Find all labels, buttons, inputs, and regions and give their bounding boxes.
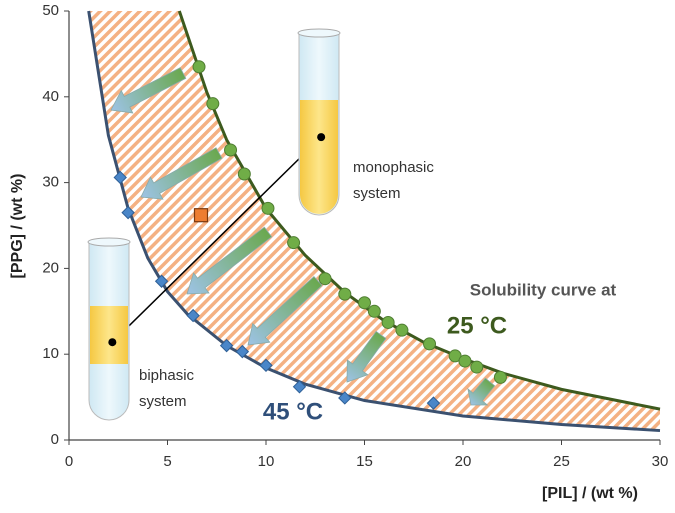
x-tick-label: 30 bbox=[652, 453, 669, 470]
point bbox=[367, 304, 381, 318]
annotation: system bbox=[353, 185, 401, 202]
x-tick-label: 25 bbox=[553, 453, 570, 470]
point bbox=[287, 236, 301, 250]
point bbox=[192, 60, 206, 74]
test-tube-biphasic bbox=[87, 237, 131, 421]
tie-end bbox=[108, 338, 117, 347]
annotation: 45 °C bbox=[263, 398, 323, 425]
point bbox=[235, 344, 250, 359]
point bbox=[259, 358, 273, 373]
test-tube-monophasic bbox=[297, 28, 341, 216]
point bbox=[338, 287, 352, 301]
annotation: 25 °C bbox=[447, 312, 507, 339]
region-layer bbox=[88, 11, 660, 431]
point bbox=[121, 205, 135, 220]
x-tick-label: 10 bbox=[258, 453, 275, 470]
x-tick-label: 0 bbox=[65, 453, 73, 470]
points-layer bbox=[108, 60, 507, 410]
point bbox=[154, 274, 169, 288]
point bbox=[318, 272, 332, 286]
x-tick-label: 20 bbox=[455, 453, 472, 470]
arrows bbox=[110, 67, 496, 406]
point bbox=[470, 360, 484, 374]
y-tick-label: 30 bbox=[42, 174, 59, 191]
point bbox=[224, 143, 238, 157]
arrow bbox=[186, 226, 273, 295]
arrow bbox=[140, 147, 223, 200]
point bbox=[292, 380, 307, 394]
point bbox=[206, 97, 220, 111]
point bbox=[113, 170, 127, 185]
x-tick-label: 5 bbox=[163, 453, 171, 470]
arrow bbox=[346, 330, 387, 383]
y-axis-title: [PPG] / (wt %) bbox=[9, 174, 26, 279]
annotation: system bbox=[139, 393, 187, 410]
y-tick-label: 0 bbox=[51, 431, 59, 448]
x-axis-title: [PIL] / (wt %) bbox=[542, 485, 638, 502]
y-tick-label: 10 bbox=[42, 345, 59, 362]
annotation: monophasic bbox=[353, 159, 434, 176]
point bbox=[493, 370, 507, 384]
point bbox=[395, 323, 409, 337]
point bbox=[186, 308, 200, 323]
axes: 0 5 10 15 20 25 30 0 10 20 30 40 50 bbox=[42, 2, 668, 470]
point bbox=[426, 396, 441, 410]
point bbox=[237, 167, 251, 181]
y-tick-label: 50 bbox=[42, 2, 59, 19]
point bbox=[219, 338, 234, 353]
y-tick-label: 20 bbox=[42, 259, 59, 276]
point bbox=[338, 391, 352, 405]
point bbox=[261, 201, 275, 215]
point bbox=[381, 315, 395, 329]
point bbox=[423, 337, 437, 351]
x-tick-label: 15 bbox=[356, 453, 373, 470]
point bbox=[458, 354, 472, 368]
mixture-point bbox=[193, 208, 209, 223]
point bbox=[358, 296, 371, 310]
arrow bbox=[110, 67, 187, 114]
arrow bbox=[467, 377, 496, 406]
tie-line bbox=[111, 136, 322, 343]
annotation: biphasic bbox=[139, 367, 195, 384]
arrow bbox=[247, 276, 323, 346]
annotation: Solubility curve at bbox=[470, 280, 617, 299]
two-phase-region bbox=[88, 11, 660, 431]
y-tick-label: 40 bbox=[42, 88, 59, 105]
tie-end bbox=[317, 133, 326, 142]
